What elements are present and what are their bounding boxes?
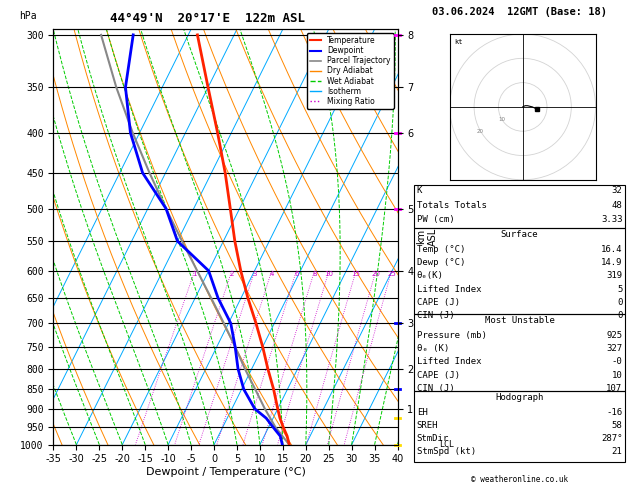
Text: SREH: SREH	[416, 421, 438, 430]
Text: 20: 20	[371, 271, 381, 277]
Text: CAPE (J): CAPE (J)	[416, 298, 460, 307]
Text: 15: 15	[352, 271, 360, 277]
Text: 4: 4	[269, 271, 274, 277]
Text: CIN (J): CIN (J)	[416, 311, 454, 320]
X-axis label: Dewpoint / Temperature (°C): Dewpoint / Temperature (°C)	[145, 467, 306, 477]
Text: Hodograph: Hodograph	[496, 393, 543, 401]
Text: 21: 21	[611, 448, 623, 456]
Text: kt: kt	[455, 39, 463, 45]
Text: 14.9: 14.9	[601, 258, 623, 267]
Text: Temp (°C): Temp (°C)	[416, 245, 465, 254]
Bar	[415, 391, 625, 462]
Y-axis label: km
ASL: km ASL	[416, 228, 438, 246]
Text: K: K	[416, 186, 422, 195]
Text: PW (cm): PW (cm)	[416, 215, 454, 224]
Bar	[415, 314, 625, 391]
Text: StmSpd (kt): StmSpd (kt)	[416, 448, 476, 456]
Text: 48: 48	[611, 201, 623, 209]
Text: θₑ(K): θₑ(K)	[416, 272, 443, 280]
Text: Lifted Index: Lifted Index	[416, 357, 481, 366]
Text: 8: 8	[312, 271, 317, 277]
Text: 16.4: 16.4	[601, 245, 623, 254]
Text: 107: 107	[606, 384, 623, 393]
Text: Lifted Index: Lifted Index	[416, 285, 481, 294]
Text: 58: 58	[611, 421, 623, 430]
Text: 32: 32	[611, 186, 623, 195]
Text: StmDir: StmDir	[416, 434, 449, 443]
Text: 925: 925	[606, 331, 623, 340]
Text: CIN (J): CIN (J)	[416, 384, 454, 393]
Text: 44°49'N  20°17'E  122m ASL: 44°49'N 20°17'E 122m ASL	[110, 12, 305, 25]
Text: Pressure (mb): Pressure (mb)	[416, 331, 487, 340]
Text: 1: 1	[192, 271, 197, 277]
Text: 3: 3	[252, 271, 257, 277]
Legend: Temperature, Dewpoint, Parcel Trajectory, Dry Adiabat, Wet Adiabat, Isotherm, Mi: Temperature, Dewpoint, Parcel Trajectory…	[306, 33, 394, 109]
Text: 25: 25	[387, 271, 396, 277]
Bar	[415, 185, 625, 228]
Text: CAPE (J): CAPE (J)	[416, 371, 460, 380]
Text: LCL: LCL	[439, 440, 454, 449]
Text: 10: 10	[611, 371, 623, 380]
Text: 03.06.2024  12GMT (Base: 18): 03.06.2024 12GMT (Base: 18)	[432, 7, 607, 17]
Text: 20: 20	[477, 129, 484, 134]
Text: -16: -16	[606, 408, 623, 417]
Text: 0: 0	[617, 298, 623, 307]
Text: 319: 319	[606, 272, 623, 280]
Text: 2: 2	[230, 271, 234, 277]
Text: Most Unstable: Most Unstable	[484, 316, 555, 325]
Text: 3.33: 3.33	[601, 215, 623, 224]
Bar	[415, 228, 625, 314]
Text: Surface: Surface	[501, 230, 538, 239]
Text: 10: 10	[325, 271, 333, 277]
Text: Dewp (°C): Dewp (°C)	[416, 258, 465, 267]
Text: hPa: hPa	[19, 11, 36, 21]
Text: 6: 6	[294, 271, 299, 277]
Text: Totals Totals: Totals Totals	[416, 201, 487, 209]
Text: 0: 0	[617, 311, 623, 320]
Text: 10: 10	[498, 117, 505, 122]
Text: 5: 5	[617, 285, 623, 294]
Text: 327: 327	[606, 344, 623, 353]
Text: -0: -0	[611, 357, 623, 366]
Text: EH: EH	[416, 408, 428, 417]
Text: © weatheronline.co.uk: © weatheronline.co.uk	[471, 474, 568, 484]
Text: 287°: 287°	[601, 434, 623, 443]
Text: θₑ (K): θₑ (K)	[416, 344, 449, 353]
